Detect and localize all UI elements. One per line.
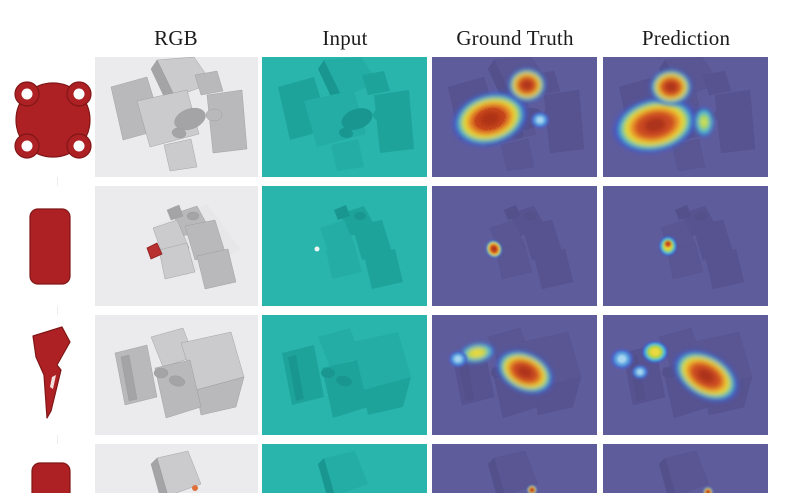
row-3-ground-truth-heatmap [432,315,597,435]
row-4-rgb-image [95,444,258,493]
row-1-object-thumbnail [0,57,95,177]
row-3-input-depth-image [262,315,427,435]
row-4-prediction-heatmap [603,444,768,493]
row-1-input-depth-image [262,57,427,177]
row-4-object-thumbnail [0,444,95,493]
row-2-rgb-image [95,186,258,306]
row-1-rgb-image [95,57,258,177]
column-header-rgb: RGB [154,26,198,50]
row-3-prediction-heatmap [603,315,768,435]
row-2-input-depth-image [262,186,427,306]
column-header-input: Input [322,26,368,50]
row-2-prediction-heatmap [603,186,768,306]
row-4-input-depth-image [262,444,427,493]
column-header-ground-truth: Ground Truth [456,26,574,50]
column-header-prediction: Prediction [641,26,731,50]
row-2-object-thumbnail [0,186,95,306]
row-3-rgb-image [95,315,258,435]
row-3-object-thumbnail [0,315,95,435]
row-2-ground-truth-heatmap [432,186,597,306]
row-1-prediction-heatmap [603,57,768,177]
row-4-ground-truth-heatmap [432,444,597,493]
row-1-ground-truth-heatmap [432,57,597,177]
